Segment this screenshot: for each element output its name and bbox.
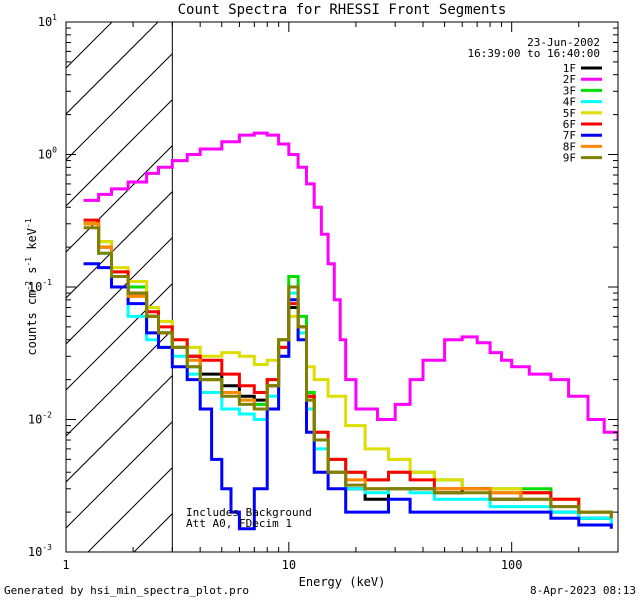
- series-line-5F: [83, 222, 613, 519]
- y-axis-label: counts cm-2 s-1 keV-1: [24, 218, 39, 355]
- x-tick-label: 100: [501, 558, 523, 572]
- hatch-line: [66, 420, 173, 529]
- x-axis-label: Energy (keV): [299, 575, 386, 589]
- series-line-7F: [83, 262, 613, 531]
- hatch-line: [66, 374, 173, 483]
- y-axis-label-sup2: -1: [24, 257, 33, 267]
- y-axis-ticks: 10-3 10-2 10-1 100 101: [28, 13, 618, 559]
- y-axis-label-sup1: -2: [24, 281, 33, 291]
- generated-by-label: Generated by hsi_min_spectra_plot.pro: [4, 584, 249, 597]
- y-axis-label-sup3: -1: [24, 218, 33, 228]
- y-tick-label: 10-2: [28, 411, 52, 427]
- annotation-line-2: Att A0, FDecim 1: [186, 517, 292, 530]
- y-tick-label: 10-3: [28, 543, 52, 559]
- legend-label: 4F: [563, 96, 576, 109]
- hatch-line: [66, 98, 173, 207]
- y-tick-label: 100: [38, 146, 57, 162]
- time-range-label: 16:39:00 to 16:40:00: [468, 47, 600, 60]
- legend-label: 2F: [563, 73, 576, 86]
- y-axis-label-main: counts cm: [25, 291, 39, 356]
- hatch-line: [66, 52, 173, 161]
- legend-label: 7F: [563, 129, 576, 142]
- hatch-line: [66, 190, 173, 299]
- series-group: [83, 131, 618, 531]
- series-line-9F: [83, 226, 613, 519]
- y-tick-label: 101: [38, 13, 57, 29]
- hatch-line: [66, 282, 173, 391]
- hatch-line: [66, 22, 159, 115]
- series-line-1F: [83, 222, 612, 520]
- y-tick-label: 10-1: [28, 278, 52, 294]
- chart-title: Count Spectra for RHESSI Front Segments: [178, 2, 507, 18]
- timestamp-label: 8-Apr-2023 08:13: [530, 584, 636, 597]
- legend-label: 1F: [563, 62, 576, 75]
- y-axis-label-mid: s: [25, 267, 39, 281]
- annotation-line-1: Includes Background: [186, 506, 312, 519]
- series-line-8F: [83, 222, 613, 519]
- legend-label: 5F: [563, 107, 576, 120]
- legend-label: 9F: [563, 152, 576, 165]
- x-tick-label: 1: [62, 558, 69, 572]
- series-line-2F: [83, 131, 618, 440]
- legend-label: 8F: [563, 140, 576, 153]
- series-line-6F: [83, 218, 613, 519]
- hatch-line: [66, 22, 113, 69]
- legend-label: 3F: [563, 84, 576, 97]
- x-axis-ticks: 1 10 100: [62, 22, 619, 572]
- series-line-3F: [83, 222, 613, 519]
- x-tick-label: 10: [282, 558, 296, 572]
- date-label: 23-Jun-2002: [527, 36, 600, 49]
- legend-label: 6F: [563, 118, 576, 131]
- y-axis-label-end: keV: [25, 228, 39, 257]
